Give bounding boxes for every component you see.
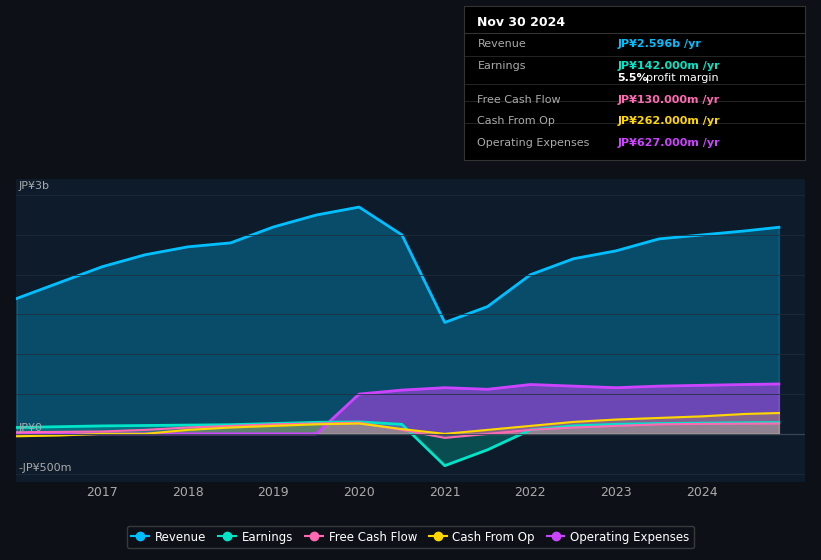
Text: JP¥627.000m /yr: JP¥627.000m /yr: [617, 138, 720, 148]
Text: JP¥2.596b /yr: JP¥2.596b /yr: [617, 39, 701, 49]
Text: -JP¥500m: -JP¥500m: [18, 463, 71, 473]
Text: JP¥0: JP¥0: [18, 423, 42, 433]
Text: JP¥130.000m /yr: JP¥130.000m /yr: [617, 95, 719, 105]
Text: Cash From Op: Cash From Op: [478, 116, 555, 127]
Text: Revenue: Revenue: [478, 39, 526, 49]
Text: JP¥142.000m /yr: JP¥142.000m /yr: [617, 61, 720, 71]
Text: Earnings: Earnings: [478, 61, 526, 71]
Text: Operating Expenses: Operating Expenses: [478, 138, 589, 148]
Text: Nov 30 2024: Nov 30 2024: [478, 16, 566, 29]
Text: JP¥3b: JP¥3b: [18, 181, 49, 191]
Text: profit margin: profit margin: [646, 73, 718, 83]
Legend: Revenue, Earnings, Free Cash Flow, Cash From Op, Operating Expenses: Revenue, Earnings, Free Cash Flow, Cash …: [126, 526, 695, 548]
Text: JP¥262.000m /yr: JP¥262.000m /yr: [617, 116, 720, 127]
Text: 5.5%: 5.5%: [617, 73, 648, 83]
Text: Free Cash Flow: Free Cash Flow: [478, 95, 561, 105]
